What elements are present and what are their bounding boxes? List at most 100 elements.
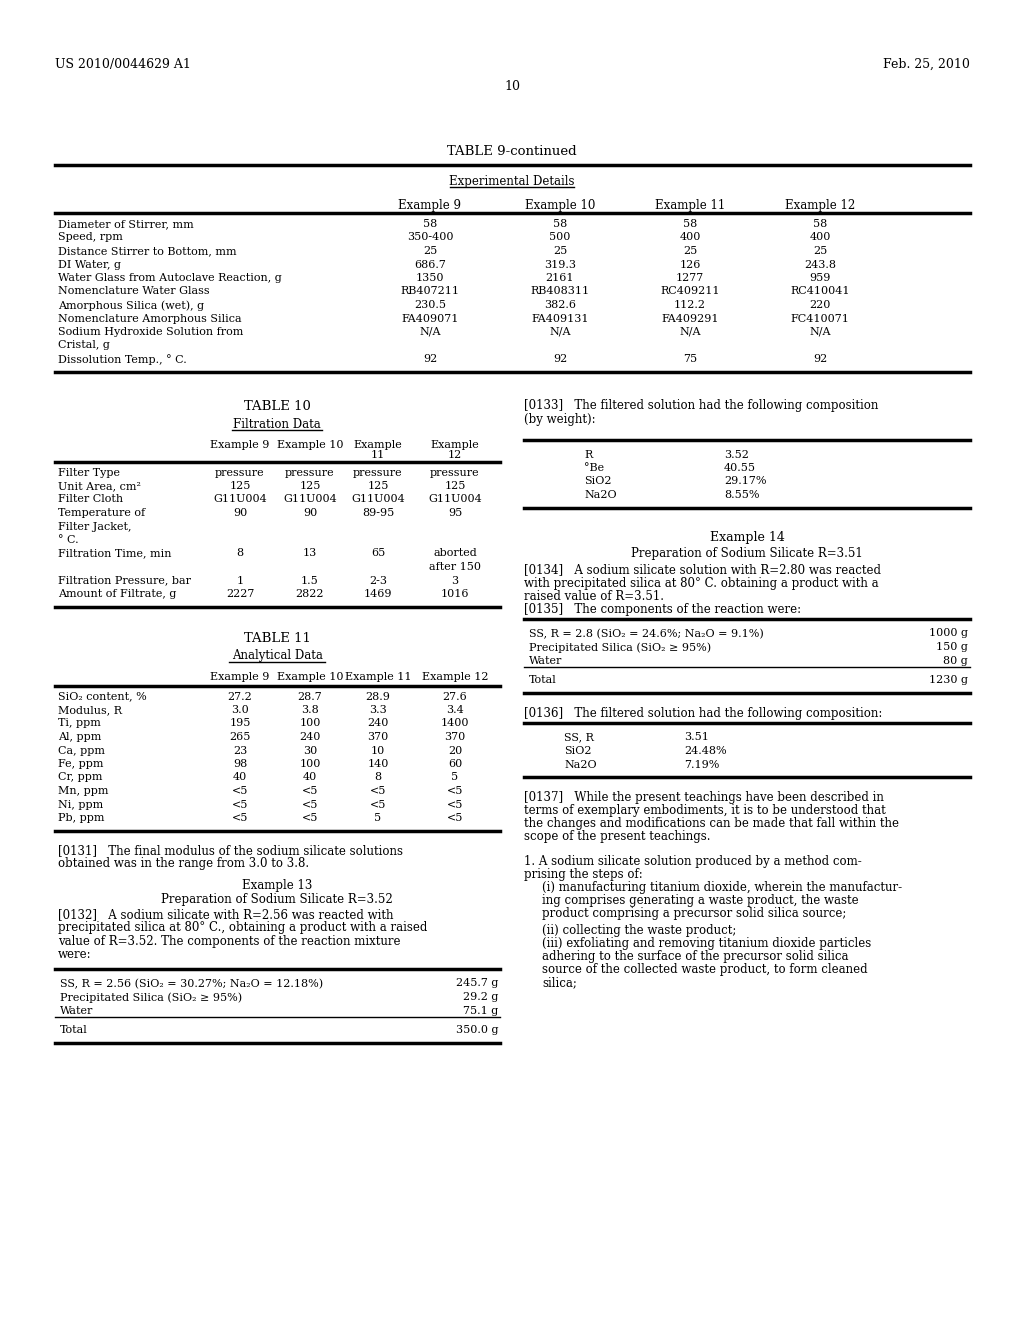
Text: N/A: N/A	[549, 327, 570, 337]
Text: Pb, ppm: Pb, ppm	[58, 813, 104, 822]
Text: 1: 1	[237, 576, 244, 586]
Text: 40.55: 40.55	[724, 463, 756, 473]
Text: 89-95: 89-95	[361, 508, 394, 517]
Text: Sodium Hydroxide Solution from: Sodium Hydroxide Solution from	[58, 327, 244, 337]
Text: 29.17%: 29.17%	[724, 477, 767, 487]
Text: G11U004: G11U004	[283, 495, 337, 504]
Text: [0136]   The filtered solution had the following composition:: [0136] The filtered solution had the fol…	[524, 706, 883, 719]
Text: 8.55%: 8.55%	[724, 490, 760, 500]
Text: 2-3: 2-3	[369, 576, 387, 586]
Text: Ni, ppm: Ni, ppm	[58, 800, 103, 809]
Text: 95: 95	[447, 508, 462, 517]
Text: US 2010/0044629 A1: US 2010/0044629 A1	[55, 58, 190, 71]
Text: Example 12: Example 12	[784, 199, 855, 213]
Text: <5: <5	[231, 785, 248, 796]
Text: 959: 959	[809, 273, 830, 282]
Text: 3.8: 3.8	[301, 705, 318, 715]
Text: 8: 8	[375, 772, 382, 783]
Text: FA409291: FA409291	[662, 314, 719, 323]
Text: 100: 100	[299, 759, 321, 770]
Text: Cristal, g: Cristal, g	[58, 341, 110, 351]
Text: [0134]   A sodium silicate solution with R=2.80 was reacted: [0134] A sodium silicate solution with R…	[524, 564, 881, 577]
Text: SiO2: SiO2	[584, 477, 611, 487]
Text: Total: Total	[60, 1026, 88, 1035]
Text: 3.51: 3.51	[684, 733, 709, 742]
Text: 10: 10	[504, 81, 520, 92]
Text: 112.2: 112.2	[674, 300, 706, 310]
Text: <5: <5	[370, 800, 386, 809]
Text: 40: 40	[232, 772, 247, 783]
Text: R: R	[584, 450, 592, 459]
Text: Filter Jacket,: Filter Jacket,	[58, 521, 131, 532]
Text: 240: 240	[299, 733, 321, 742]
Text: 75: 75	[683, 354, 697, 364]
Text: [0135]   The components of the reaction were:: [0135] The components of the reaction we…	[524, 602, 801, 615]
Text: 40: 40	[303, 772, 317, 783]
Text: RC410041: RC410041	[791, 286, 850, 297]
Text: 30: 30	[303, 746, 317, 755]
Text: (iii) exfoliating and removing titanium dioxide particles: (iii) exfoliating and removing titanium …	[542, 937, 871, 950]
Text: pressure: pressure	[353, 467, 402, 478]
Text: 382.6: 382.6	[544, 300, 575, 310]
Text: 27.6: 27.6	[442, 692, 467, 701]
Text: Example 14: Example 14	[710, 532, 784, 544]
Text: 7.19%: 7.19%	[684, 759, 720, 770]
Text: Analytical Data: Analytical Data	[231, 649, 323, 663]
Text: FA409131: FA409131	[531, 314, 589, 323]
Text: SS, R: SS, R	[564, 733, 594, 742]
Text: terms of exemplary embodiments, it is to be understood that: terms of exemplary embodiments, it is to…	[524, 804, 886, 817]
Text: <5: <5	[302, 785, 318, 796]
Text: Water: Water	[529, 656, 562, 665]
Text: 75.1 g: 75.1 g	[463, 1006, 498, 1015]
Text: precipitated silica at 80° C., obtaining a product with a raised: precipitated silica at 80° C., obtaining…	[58, 921, 427, 935]
Text: 25: 25	[553, 246, 567, 256]
Text: G11U004: G11U004	[213, 495, 267, 504]
Text: Example 11: Example 11	[655, 199, 725, 213]
Text: 350-400: 350-400	[407, 232, 454, 243]
Text: 3.0: 3.0	[231, 705, 249, 715]
Text: TABLE 11: TABLE 11	[244, 631, 310, 644]
Text: Water: Water	[60, 1006, 93, 1015]
Text: <5: <5	[370, 785, 386, 796]
Text: RB407211: RB407211	[400, 286, 460, 297]
Text: Filtration Pressure, bar: Filtration Pressure, bar	[58, 576, 191, 586]
Text: (ii) collecting the waste product;: (ii) collecting the waste product;	[542, 924, 736, 937]
Text: pressure: pressure	[430, 467, 480, 478]
Text: RB408311: RB408311	[530, 286, 590, 297]
Text: [0133]   The filtered solution had the following composition: [0133] The filtered solution had the fol…	[524, 400, 879, 412]
Text: 3.52: 3.52	[724, 450, 749, 459]
Text: Filtration Time, min: Filtration Time, min	[58, 549, 171, 558]
Text: 25: 25	[813, 246, 827, 256]
Text: 11: 11	[371, 450, 385, 461]
Text: 28.7: 28.7	[298, 692, 323, 701]
Text: 1230 g: 1230 g	[929, 675, 968, 685]
Text: FC410071: FC410071	[791, 314, 850, 323]
Text: raised value of R=3.51.: raised value of R=3.51.	[524, 590, 664, 602]
Text: Example 9: Example 9	[398, 199, 462, 213]
Text: TABLE 9-continued: TABLE 9-continued	[447, 145, 577, 158]
Text: 98: 98	[232, 759, 247, 770]
Text: 370: 370	[368, 733, 389, 742]
Text: Unit Area, cm²: Unit Area, cm²	[58, 480, 141, 491]
Text: Filtration Data: Filtration Data	[233, 417, 321, 430]
Text: 92: 92	[423, 354, 437, 364]
Text: Example 10: Example 10	[525, 199, 595, 213]
Text: prising the steps of:: prising the steps of:	[524, 869, 643, 880]
Text: 400: 400	[809, 232, 830, 243]
Text: Temperature of: Temperature of	[58, 508, 145, 517]
Text: SiO₂ content, %: SiO₂ content, %	[58, 692, 146, 701]
Text: 243.8: 243.8	[804, 260, 836, 269]
Text: 12: 12	[447, 450, 462, 461]
Text: G11U004: G11U004	[351, 495, 404, 504]
Text: 195: 195	[229, 718, 251, 729]
Text: 370: 370	[444, 733, 466, 742]
Text: <5: <5	[302, 800, 318, 809]
Text: product comprising a precursor solid silica source;: product comprising a precursor solid sil…	[542, 907, 847, 920]
Text: 240: 240	[368, 718, 389, 729]
Text: Na2O: Na2O	[564, 759, 597, 770]
Text: <5: <5	[446, 785, 463, 796]
Text: Experimental Details: Experimental Details	[450, 176, 574, 187]
Text: SiO2: SiO2	[564, 746, 592, 756]
Text: 28.9: 28.9	[366, 692, 390, 701]
Text: Cr, ppm: Cr, ppm	[58, 772, 102, 783]
